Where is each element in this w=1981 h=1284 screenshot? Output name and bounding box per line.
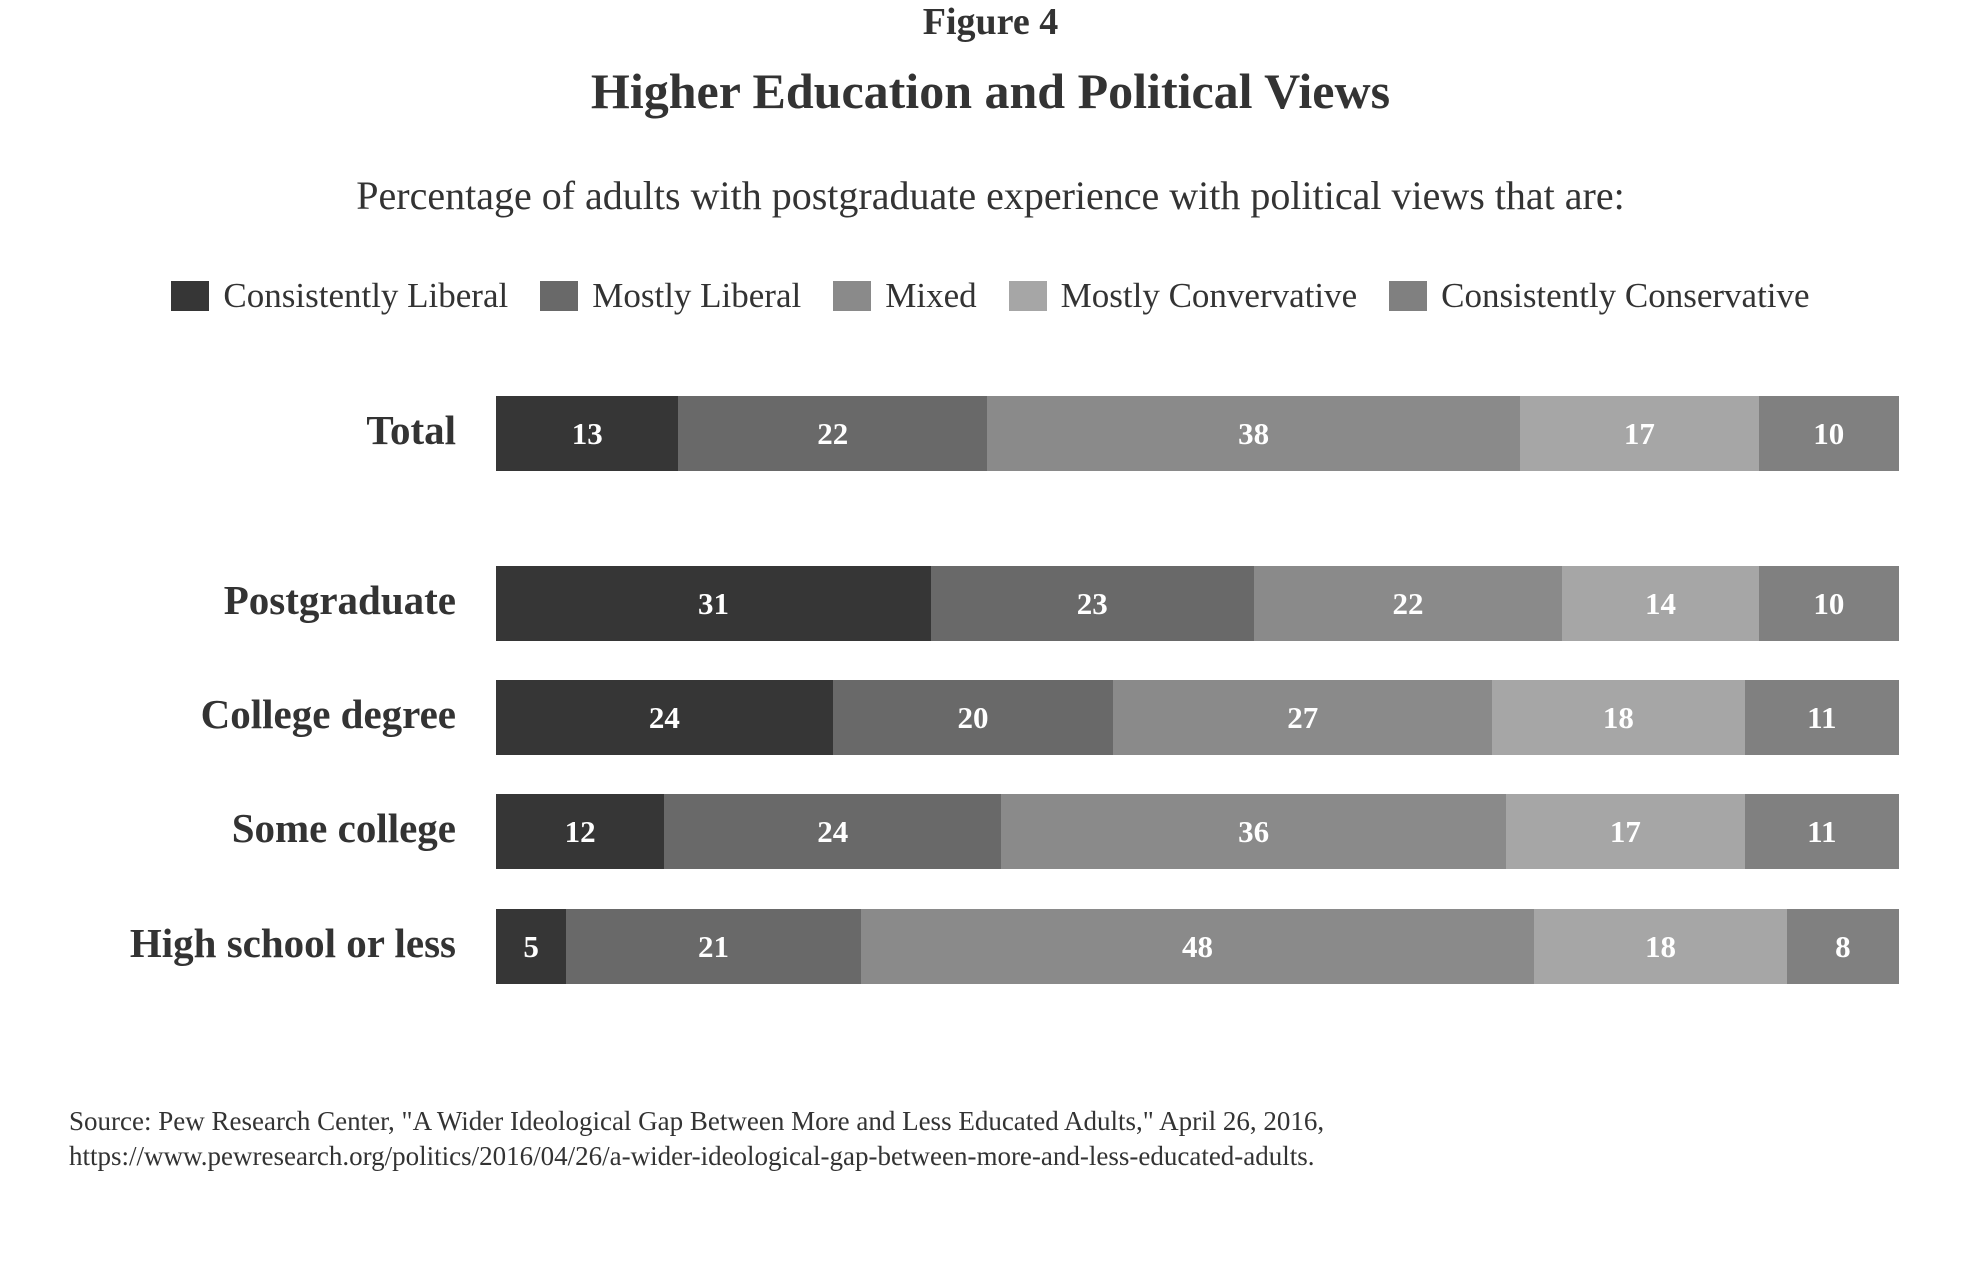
bar-row: 13 22 38 17 10 — [496, 396, 1899, 471]
legend-item: Consistently Liberal — [171, 276, 508, 316]
bar-segment: 10 — [1758, 396, 1899, 471]
legend-item: Consistently Conservative — [1389, 276, 1810, 316]
data-label: 11 — [1807, 813, 1837, 849]
legend-label: Consistently Liberal — [223, 276, 509, 315]
bar-segment: 31 — [496, 566, 931, 641]
legend-swatch — [833, 281, 872, 311]
data-label: 18 — [1644, 928, 1676, 964]
data-label: 38 — [1238, 415, 1270, 451]
data-label: 48 — [1181, 928, 1213, 964]
bar-segment: 24 — [496, 680, 833, 755]
bar-segment: 8 — [1786, 909, 1899, 984]
bar-segment: 11 — [1744, 794, 1899, 869]
bar-segment: 20 — [832, 680, 1114, 755]
legend-label: Mostly Liberal — [592, 276, 802, 315]
legend-item: Mostly Liberal — [540, 276, 801, 316]
category-label: High school or less — [129, 920, 456, 966]
source-line-1: Source: Pew Research Center, "A Wider Id… — [69, 1106, 1325, 1136]
data-label: 18 — [1602, 699, 1634, 735]
bar-row: 5 21 48 18 8 — [496, 909, 1899, 984]
data-label: 13 — [571, 415, 603, 451]
bar-segment: 24 — [664, 794, 1002, 869]
data-label: 10 — [1813, 585, 1845, 621]
data-label: 36 — [1238, 813, 1270, 849]
data-label: 24 — [648, 699, 680, 735]
legend-item: Mixed — [833, 276, 977, 316]
bar-segment: 17 — [1506, 794, 1745, 869]
bar-row: 24 20 27 18 11 — [496, 680, 1899, 755]
legend-label: Mostly Convervative — [1060, 276, 1358, 315]
data-label: 22 — [817, 415, 849, 451]
data-label: 24 — [817, 813, 849, 849]
legend-label: Mixed — [885, 276, 977, 315]
data-label: 17 — [1609, 813, 1641, 849]
bar-segment: 48 — [860, 909, 1535, 984]
bar-segment: 18 — [1492, 680, 1745, 755]
category-label: College degree — [200, 691, 456, 737]
data-label: 20 — [957, 699, 989, 735]
category-label: Postgraduate — [223, 577, 456, 623]
legend: Consistently Liberal Mostly Liberal Mixed M… — [60, 276, 1921, 316]
bar-segment: 5 — [496, 909, 567, 984]
bar-segment: 36 — [1001, 794, 1507, 869]
bar-segment: 13 — [496, 396, 679, 471]
legend-swatch — [540, 281, 579, 311]
data-label: 17 — [1623, 415, 1655, 451]
bar-segment: 11 — [1744, 680, 1899, 755]
figure-label: Figure 4 — [922, 1, 1059, 43]
bar-segment: 22 — [1253, 566, 1563, 641]
source-line-2: https://www.pewresearch.org/politics/201… — [69, 1141, 1315, 1171]
bar-segment: 10 — [1758, 566, 1899, 641]
data-label: 27 — [1287, 699, 1319, 735]
data-label: 23 — [1076, 585, 1108, 621]
category-label: Some college — [231, 805, 456, 851]
legend-item: Mostly Convervative — [1008, 276, 1358, 316]
bar-segment: 38 — [987, 396, 1521, 471]
data-label: 22 — [1392, 585, 1424, 621]
bar-segment: 22 — [678, 396, 988, 471]
legend-swatch — [1389, 281, 1428, 311]
data-label: 31 — [697, 585, 729, 621]
category-label: Total — [366, 407, 456, 453]
source-note: Source: Pew Research Center, "A Wider Id… — [69, 1104, 1919, 1174]
chart-title: Higher Education and Political Views — [590, 63, 1391, 119]
bar-segment: 21 — [566, 909, 861, 984]
data-label: 10 — [1813, 415, 1845, 451]
data-label: 5 — [523, 928, 539, 964]
legend-label: Consistently Conservative — [1441, 276, 1810, 315]
data-label: 8 — [1835, 928, 1851, 964]
bar-segment: 14 — [1562, 566, 1759, 641]
legend-swatch — [1008, 281, 1047, 311]
data-label: 12 — [564, 813, 596, 849]
bar-segment: 23 — [930, 566, 1254, 641]
bar-row: 31 23 22 14 10 — [496, 566, 1899, 641]
bar-segment: 17 — [1520, 396, 1759, 471]
bar-segment: 12 — [496, 794, 665, 869]
bar-segment: 27 — [1113, 680, 1493, 755]
legend-swatch — [171, 281, 210, 311]
bar-segment: 18 — [1534, 909, 1787, 984]
data-label: 11 — [1807, 699, 1837, 735]
bar-row: 12 24 36 17 11 — [496, 794, 1899, 869]
data-label: 14 — [1644, 585, 1676, 621]
data-label: 21 — [697, 928, 729, 964]
chart-subtitle: Percentage of adults with postgraduate e… — [356, 173, 1625, 218]
